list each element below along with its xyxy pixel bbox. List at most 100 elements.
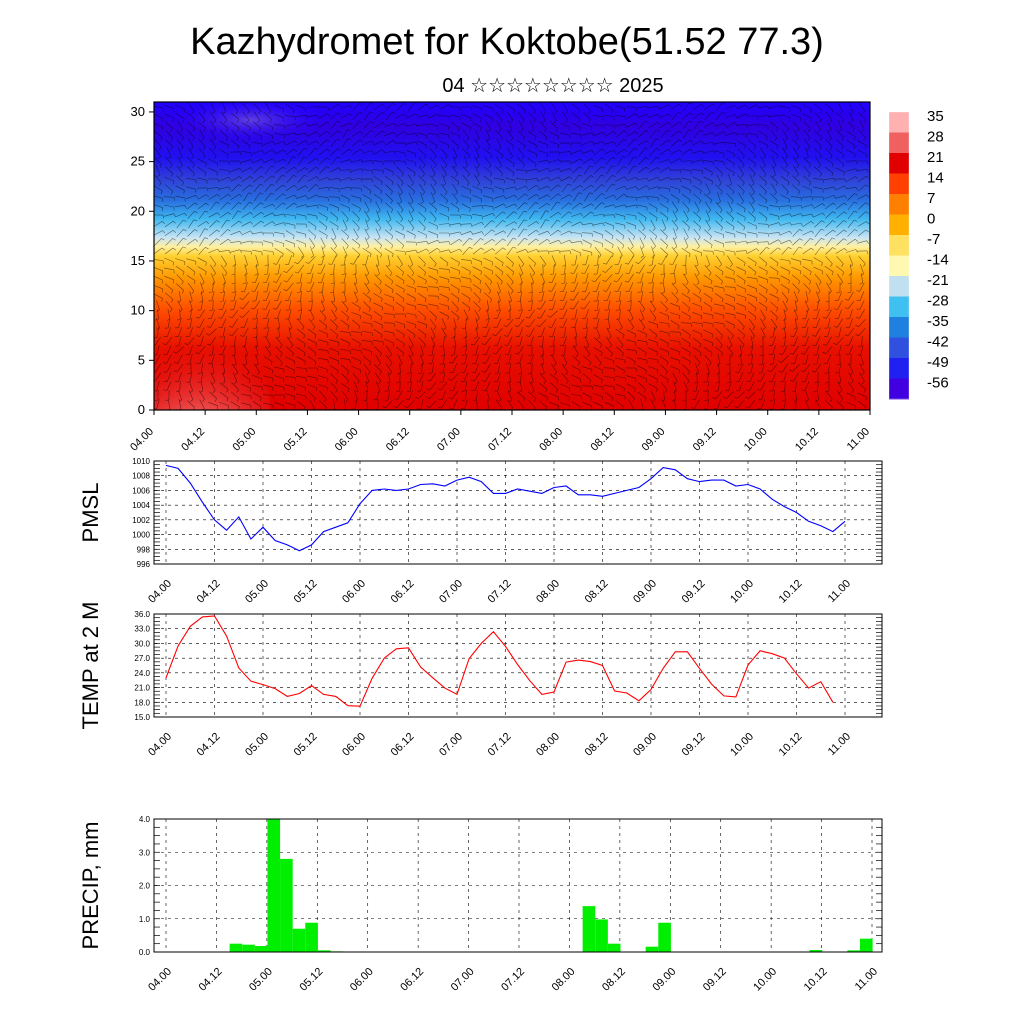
colorbar-label: -56 bbox=[927, 375, 949, 392]
colorbar-swatch bbox=[889, 112, 909, 133]
precip-bar bbox=[582, 906, 596, 952]
ytick-label: 3.0 bbox=[139, 848, 151, 857]
xtick-label: 07.12 bbox=[499, 966, 527, 994]
xtick-label: 06.00 bbox=[340, 578, 368, 606]
pmsl-line bbox=[165, 464, 846, 552]
xtick-label: 09.12 bbox=[680, 578, 708, 606]
xtick-label: 10.00 bbox=[751, 966, 779, 994]
colorbar-swatch bbox=[889, 214, 909, 236]
xtick-label: 08.12 bbox=[583, 578, 611, 606]
temp-line bbox=[165, 615, 834, 707]
ytick-label: 1008 bbox=[132, 472, 150, 481]
colorbar-label: -7 bbox=[927, 231, 940, 248]
ytick-label: 15.0 bbox=[134, 713, 150, 722]
xtick-label: 05.12 bbox=[292, 731, 320, 759]
xtick-label: 07.00 bbox=[437, 731, 465, 759]
cross-xtick-label: 10.12 bbox=[793, 426, 821, 454]
xtick-label: 08.00 bbox=[534, 731, 562, 759]
cross-xtick-label: 08.12 bbox=[588, 426, 616, 454]
xtick-label: 06.12 bbox=[389, 578, 417, 606]
xtick-label: 10.12 bbox=[777, 578, 805, 606]
colorbar-swatch bbox=[889, 378, 909, 400]
xtick-label: 07.00 bbox=[437, 578, 465, 606]
cross-xtick-label: 09.00 bbox=[640, 426, 668, 454]
wind-barb-field bbox=[154, 102, 870, 410]
cross-ytick-label: 20 bbox=[131, 203, 145, 218]
temp-frame bbox=[153, 613, 883, 718]
cross-ytick-label: 5 bbox=[138, 352, 145, 367]
xtick-label: 07.12 bbox=[486, 578, 514, 606]
xtick-label: 09.12 bbox=[701, 966, 729, 994]
colorbar-label: 35 bbox=[927, 108, 944, 125]
xtick-label: 04.12 bbox=[195, 578, 223, 606]
ytick-label: 1002 bbox=[132, 516, 150, 525]
ytick-label: 1006 bbox=[132, 486, 150, 495]
xtick-label: 11.00 bbox=[826, 731, 853, 758]
xtick-label: 06.00 bbox=[340, 731, 368, 759]
colorbar-swatch bbox=[889, 276, 909, 297]
xtick-label: 05.00 bbox=[243, 731, 271, 759]
xtick-label: 11.00 bbox=[826, 578, 853, 605]
y-axis-title: PMSL bbox=[78, 483, 103, 543]
cross-xtick-label: 04.00 bbox=[128, 426, 156, 454]
y-axis-title: PRECIP, mm bbox=[78, 822, 103, 950]
xtick-label: 04.00 bbox=[146, 731, 174, 759]
xtick-label: 10.12 bbox=[802, 966, 830, 994]
xtick-label: 07.00 bbox=[449, 966, 477, 994]
cross-xtick-label: 11.00 bbox=[845, 426, 872, 453]
cross-ytick-label: 15 bbox=[131, 253, 145, 268]
cross-ytick-label: 0 bbox=[138, 402, 145, 417]
ytick-label: 21.0 bbox=[134, 684, 150, 693]
xtick-label: 10.00 bbox=[728, 578, 756, 606]
precip-bar bbox=[847, 950, 860, 952]
colorbar-label: -14 bbox=[927, 252, 949, 269]
xtick-label: 06.12 bbox=[398, 966, 426, 994]
precip-bar bbox=[254, 946, 268, 952]
page-subtitle: 04 ☆☆☆☆☆☆☆☆ 2025 bbox=[442, 75, 663, 97]
xtick-label: 08.12 bbox=[583, 731, 611, 759]
xtick-label: 09.00 bbox=[631, 578, 659, 606]
y-axis-title: TEMP at 2 M bbox=[78, 602, 103, 730]
cross-xtick-label: 05.12 bbox=[282, 426, 310, 454]
xtick-label: 10.00 bbox=[728, 731, 756, 759]
cross-xtick-label: 06.12 bbox=[384, 426, 412, 454]
ytick-label: 33.0 bbox=[134, 625, 150, 634]
cross-section-field bbox=[154, 102, 870, 410]
colorbar-swatch bbox=[889, 153, 909, 174]
xtick-label: 05.12 bbox=[292, 578, 320, 606]
colorbar-swatch bbox=[889, 194, 909, 215]
xtick-label: 09.00 bbox=[631, 731, 659, 759]
cross-xtick-label: 08.00 bbox=[537, 426, 565, 454]
ytick-label: 0.0 bbox=[139, 948, 151, 957]
xtick-label: 08.00 bbox=[534, 578, 562, 606]
wind-barbs bbox=[154, 102, 870, 410]
colorbar-swatch bbox=[889, 337, 909, 359]
xtick-label: 05.00 bbox=[247, 966, 275, 994]
cross-xtick-label: 04.12 bbox=[179, 426, 207, 454]
colorbar-swatch bbox=[889, 255, 909, 277]
page-title: Kazhydromet for Koktobe(51.52 77.3) bbox=[190, 21, 824, 63]
xtick-label: 11.00 bbox=[853, 966, 880, 993]
colorbar-label: 21 bbox=[927, 149, 944, 166]
temp-panel: 15.0 18.0 21.0 24.0 27.0 30.0 33.0 36.0 TEMP at … bbox=[78, 602, 883, 759]
colorbar-swatch bbox=[889, 132, 909, 154]
colorbar-label: -42 bbox=[927, 334, 949, 351]
xtick-label: 08.00 bbox=[550, 966, 578, 994]
cross-xtick-label: 09.12 bbox=[691, 426, 719, 454]
colorbar-swatch bbox=[889, 173, 909, 195]
xtick-label: 06.00 bbox=[348, 966, 376, 994]
xtick-label: 04.00 bbox=[146, 966, 174, 994]
ytick-label: 1004 bbox=[132, 501, 150, 510]
colorbar-label: 0 bbox=[927, 211, 935, 228]
ytick-label: 27.0 bbox=[134, 654, 150, 663]
precip-bar bbox=[860, 938, 873, 952]
colorbar-frame bbox=[888, 111, 910, 400]
colorbar-swatch bbox=[889, 358, 909, 379]
ytick-label: 4.0 bbox=[139, 815, 151, 824]
ytick-label: 36.0 bbox=[134, 610, 150, 619]
ytick-label: 998 bbox=[137, 545, 151, 554]
ytick-label: 18.0 bbox=[134, 698, 150, 707]
precip-bar bbox=[280, 858, 293, 952]
precip-bar bbox=[305, 922, 318, 952]
